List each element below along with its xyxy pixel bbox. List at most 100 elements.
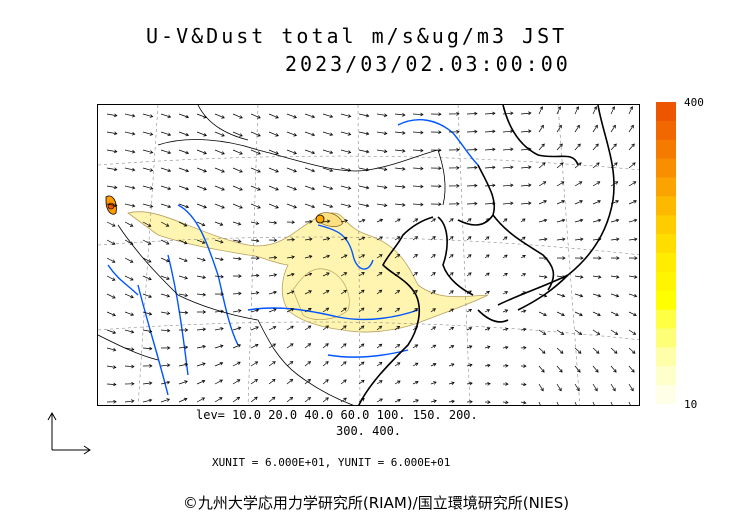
wind-vector xyxy=(556,347,564,354)
wind-vector-head xyxy=(576,124,580,129)
wind-vector-head xyxy=(615,312,619,317)
wind-vector-head xyxy=(221,205,225,209)
wind-vector-head xyxy=(559,143,563,148)
wind-vector-head xyxy=(432,363,437,367)
wind-vector-head xyxy=(311,204,316,209)
wind-vector-head xyxy=(149,186,154,190)
wind-vector-head xyxy=(329,168,334,173)
wind-vector xyxy=(574,401,577,405)
wind-vector-head xyxy=(202,327,207,332)
wind-vector-head xyxy=(273,255,278,260)
wind-vector-head xyxy=(131,113,136,118)
wind-vector-head xyxy=(361,379,365,384)
wind-vector xyxy=(574,200,583,205)
wind-vector-head xyxy=(361,236,366,240)
wind-vector-head xyxy=(347,150,352,154)
wind-vector-head xyxy=(433,381,437,385)
wind-vector-head xyxy=(438,184,442,189)
wind-vector xyxy=(448,290,454,295)
wind-vector xyxy=(160,311,170,315)
wind-vector xyxy=(268,326,276,331)
wind-vector-head xyxy=(311,114,316,119)
wind-vector xyxy=(160,275,170,280)
wind-vector-head xyxy=(343,289,347,294)
wind-vector xyxy=(106,149,117,153)
wind-vector xyxy=(178,363,188,367)
wind-vector-head xyxy=(467,254,472,258)
wind-vector-head xyxy=(528,147,532,152)
wind-vector xyxy=(376,343,382,349)
wind-vector xyxy=(430,400,437,403)
wind-vector-head xyxy=(558,387,562,392)
wind-vector-head xyxy=(166,276,170,280)
wind-vector-head xyxy=(255,308,260,313)
wind-vector xyxy=(322,397,329,403)
wind-vector-head xyxy=(308,290,312,294)
wind-vector xyxy=(322,220,330,223)
wind-vector xyxy=(124,149,135,153)
wind-vector-head xyxy=(113,185,118,190)
wind-vector-head xyxy=(219,344,224,348)
wind-vector-head xyxy=(184,275,188,280)
wind-vector xyxy=(556,125,562,133)
wind-vector-head xyxy=(149,204,154,208)
wind-vector-head xyxy=(130,347,135,351)
wind-vector-head xyxy=(239,115,243,119)
wind-vector-head xyxy=(396,289,401,294)
wind-vector-head xyxy=(167,204,172,209)
wind-vector xyxy=(394,236,401,241)
wind-vector-head xyxy=(289,378,294,383)
wind-vector xyxy=(124,113,135,117)
wind-vector-head xyxy=(577,143,581,148)
wind-vector-head xyxy=(147,223,152,227)
wind-vector-head xyxy=(611,106,616,110)
wind-vector-head xyxy=(613,369,617,373)
wind-vector-head xyxy=(361,254,366,258)
wind-vector xyxy=(322,325,329,331)
wind-vector xyxy=(556,275,565,278)
wind-vector xyxy=(628,401,631,405)
wind-vector xyxy=(538,275,547,278)
wind-vector xyxy=(196,185,207,190)
wind-vector xyxy=(160,329,170,332)
wind-vector xyxy=(592,219,601,223)
wind-vector xyxy=(412,218,418,223)
wind-vector-head xyxy=(450,272,454,276)
wind-vector xyxy=(268,203,279,209)
wind-vector xyxy=(466,309,472,313)
wind-vector-head xyxy=(432,236,436,240)
wind-vector xyxy=(394,362,401,367)
wind-vector-head xyxy=(580,237,584,242)
wind-vector-head xyxy=(379,236,383,240)
wind-vector-head xyxy=(420,148,424,153)
wind-vector-head xyxy=(290,290,295,294)
wind-vector xyxy=(574,181,582,187)
wind-vector-head xyxy=(203,205,207,209)
wind-vector-head xyxy=(432,344,437,349)
wind-vectors xyxy=(106,106,638,405)
wind-vector-head xyxy=(432,272,436,276)
wind-vector xyxy=(106,239,116,245)
wind-vector xyxy=(358,379,365,385)
wind-vector-head xyxy=(130,294,134,299)
wind-vector xyxy=(268,274,277,277)
wind-vector-head xyxy=(113,203,118,208)
wind-vector xyxy=(160,293,170,297)
wind-vector-head xyxy=(595,350,600,354)
wind-vector xyxy=(214,397,223,403)
wind-vector-head xyxy=(273,308,277,312)
wind-vector xyxy=(304,273,312,277)
wind-vector xyxy=(484,291,490,295)
wind-vector xyxy=(412,254,418,259)
wind-vector-head xyxy=(148,381,153,386)
wind-vector xyxy=(556,143,563,151)
wind-vector xyxy=(520,184,531,187)
wind-vector-head xyxy=(361,218,366,223)
wind-vector-head xyxy=(343,254,348,258)
wind-vector-head xyxy=(185,204,190,209)
wind-vector-head xyxy=(396,254,401,258)
wind-vector xyxy=(466,167,478,169)
colorbar-swatch xyxy=(656,328,676,348)
wind-vector-head xyxy=(148,311,153,316)
wind-vector-head xyxy=(633,293,638,298)
